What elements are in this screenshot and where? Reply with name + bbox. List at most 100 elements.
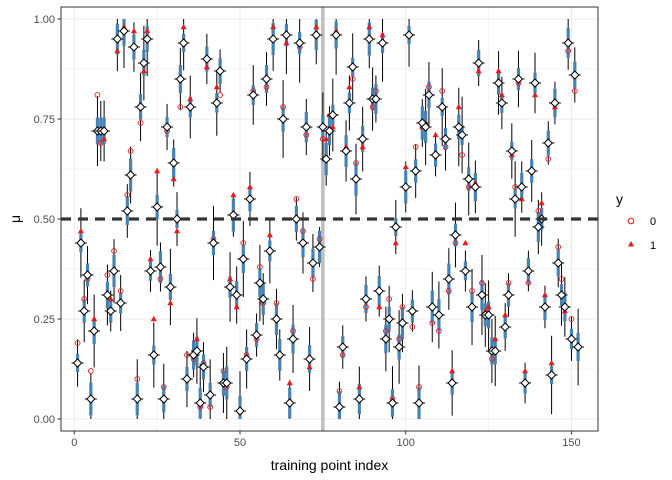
estimate-point: [384, 314, 394, 324]
observed-point-y1: [174, 227, 181, 234]
estimate-point: [391, 222, 401, 232]
observed-point-y0: [177, 104, 184, 110]
legend-title: y: [616, 191, 623, 207]
estimate-point: [397, 318, 408, 328]
estimate-point: [427, 302, 437, 312]
estimate-point: [328, 110, 338, 120]
observed-point-y1: [144, 27, 151, 34]
estimate-point: [208, 238, 219, 248]
estimate-point: [304, 354, 315, 364]
observed-point-y1: [107, 295, 114, 302]
estimate-point: [251, 330, 262, 340]
estimate-point: [440, 134, 451, 144]
estimate-point: [407, 306, 418, 316]
estimate-point: [444, 274, 454, 284]
observed-point-y1: [101, 135, 108, 142]
estimate-point: [122, 206, 133, 216]
estimate-point: [129, 42, 139, 52]
observed-point-y1: [77, 227, 84, 234]
estimate-point: [404, 30, 414, 40]
observed-point-y0: [535, 208, 542, 214]
observed-point-y1: [193, 335, 200, 342]
observed-point-y0: [373, 88, 379, 94]
x-axis-title: training point index: [271, 457, 389, 473]
estimate-point: [294, 38, 305, 48]
y-tick-label: 0.50: [34, 214, 55, 226]
estimate-point: [341, 146, 351, 156]
observed-point-y0: [280, 104, 286, 110]
observed-point-y0: [257, 264, 263, 270]
observed-point-y1: [213, 83, 220, 90]
observed-point-y0: [369, 104, 376, 110]
estimate-point: [371, 94, 381, 104]
estimate-point: [268, 34, 278, 44]
estimate-point: [119, 26, 129, 36]
observed-point-y0: [104, 272, 111, 278]
observed-point-y1: [359, 143, 366, 150]
estimate-point: [86, 394, 96, 404]
observed-point-y0: [290, 328, 296, 334]
observed-point-y0: [293, 196, 300, 202]
legend-key-1: 1: [628, 240, 656, 252]
observed-point-y1: [392, 239, 399, 246]
x-tick-label: 150: [562, 437, 580, 449]
estimate-point: [265, 246, 275, 256]
estimate-point: [285, 398, 295, 408]
observed-point-y0: [568, 316, 575, 322]
estimate-point: [490, 346, 500, 356]
observed-point-y1: [498, 91, 505, 98]
observed-point-y1: [449, 367, 456, 374]
observed-point-y0: [383, 328, 389, 334]
observed-point-y0: [81, 296, 88, 302]
estimate-point: [434, 310, 444, 320]
observed-point-y1: [502, 311, 509, 318]
estimate-point: [520, 378, 530, 388]
observed-point-y1: [379, 31, 386, 38]
observed-point-y0: [409, 324, 416, 330]
estimate-point: [115, 298, 126, 308]
observed-point-y0: [300, 228, 306, 234]
estimate-point: [357, 134, 368, 144]
observed-point-y1: [485, 303, 492, 310]
estimate-point: [543, 138, 553, 148]
estimate-point: [314, 242, 325, 252]
observed-point-y1: [462, 239, 469, 246]
estimate-point: [178, 38, 189, 48]
estimate-point: [467, 302, 477, 312]
estimate-point: [135, 102, 146, 112]
estimate-point: [79, 306, 89, 316]
estimate-point: [361, 294, 371, 304]
estimate-point: [298, 238, 308, 248]
estimate-point: [530, 78, 540, 88]
estimate-point: [102, 290, 113, 300]
x-tick-label: 0: [71, 437, 77, 449]
observed-point-y1: [114, 47, 121, 54]
observed-point-y1: [230, 191, 237, 198]
observed-point-y0: [316, 236, 323, 242]
estimate-point: [185, 102, 195, 112]
estimate-point: [563, 38, 573, 48]
estimate-point: [464, 174, 474, 184]
estimate-point: [106, 306, 116, 316]
estimate-point: [258, 294, 268, 304]
estimate-point: [540, 302, 550, 312]
estimate-point: [420, 122, 431, 132]
observed-point-y1: [130, 27, 137, 34]
estimate-point: [546, 370, 557, 380]
estimate-point: [493, 78, 504, 88]
observed-point-y0: [565, 48, 572, 54]
observed-point-y0: [310, 276, 316, 282]
estimate-point: [202, 54, 212, 64]
estimate-point: [364, 34, 374, 44]
estimate-point: [500, 322, 510, 332]
estimate-point: [573, 342, 583, 352]
estimate-point: [145, 266, 156, 276]
observed-point-y1: [475, 67, 482, 74]
observed-point-y0: [220, 368, 227, 374]
observed-point-y1: [532, 91, 539, 98]
observed-point-y0: [396, 336, 402, 342]
observed-point-y1: [233, 303, 240, 310]
legend: y 0 1: [616, 191, 656, 252]
estimate-point: [195, 398, 205, 408]
estimate-point: [152, 202, 162, 212]
